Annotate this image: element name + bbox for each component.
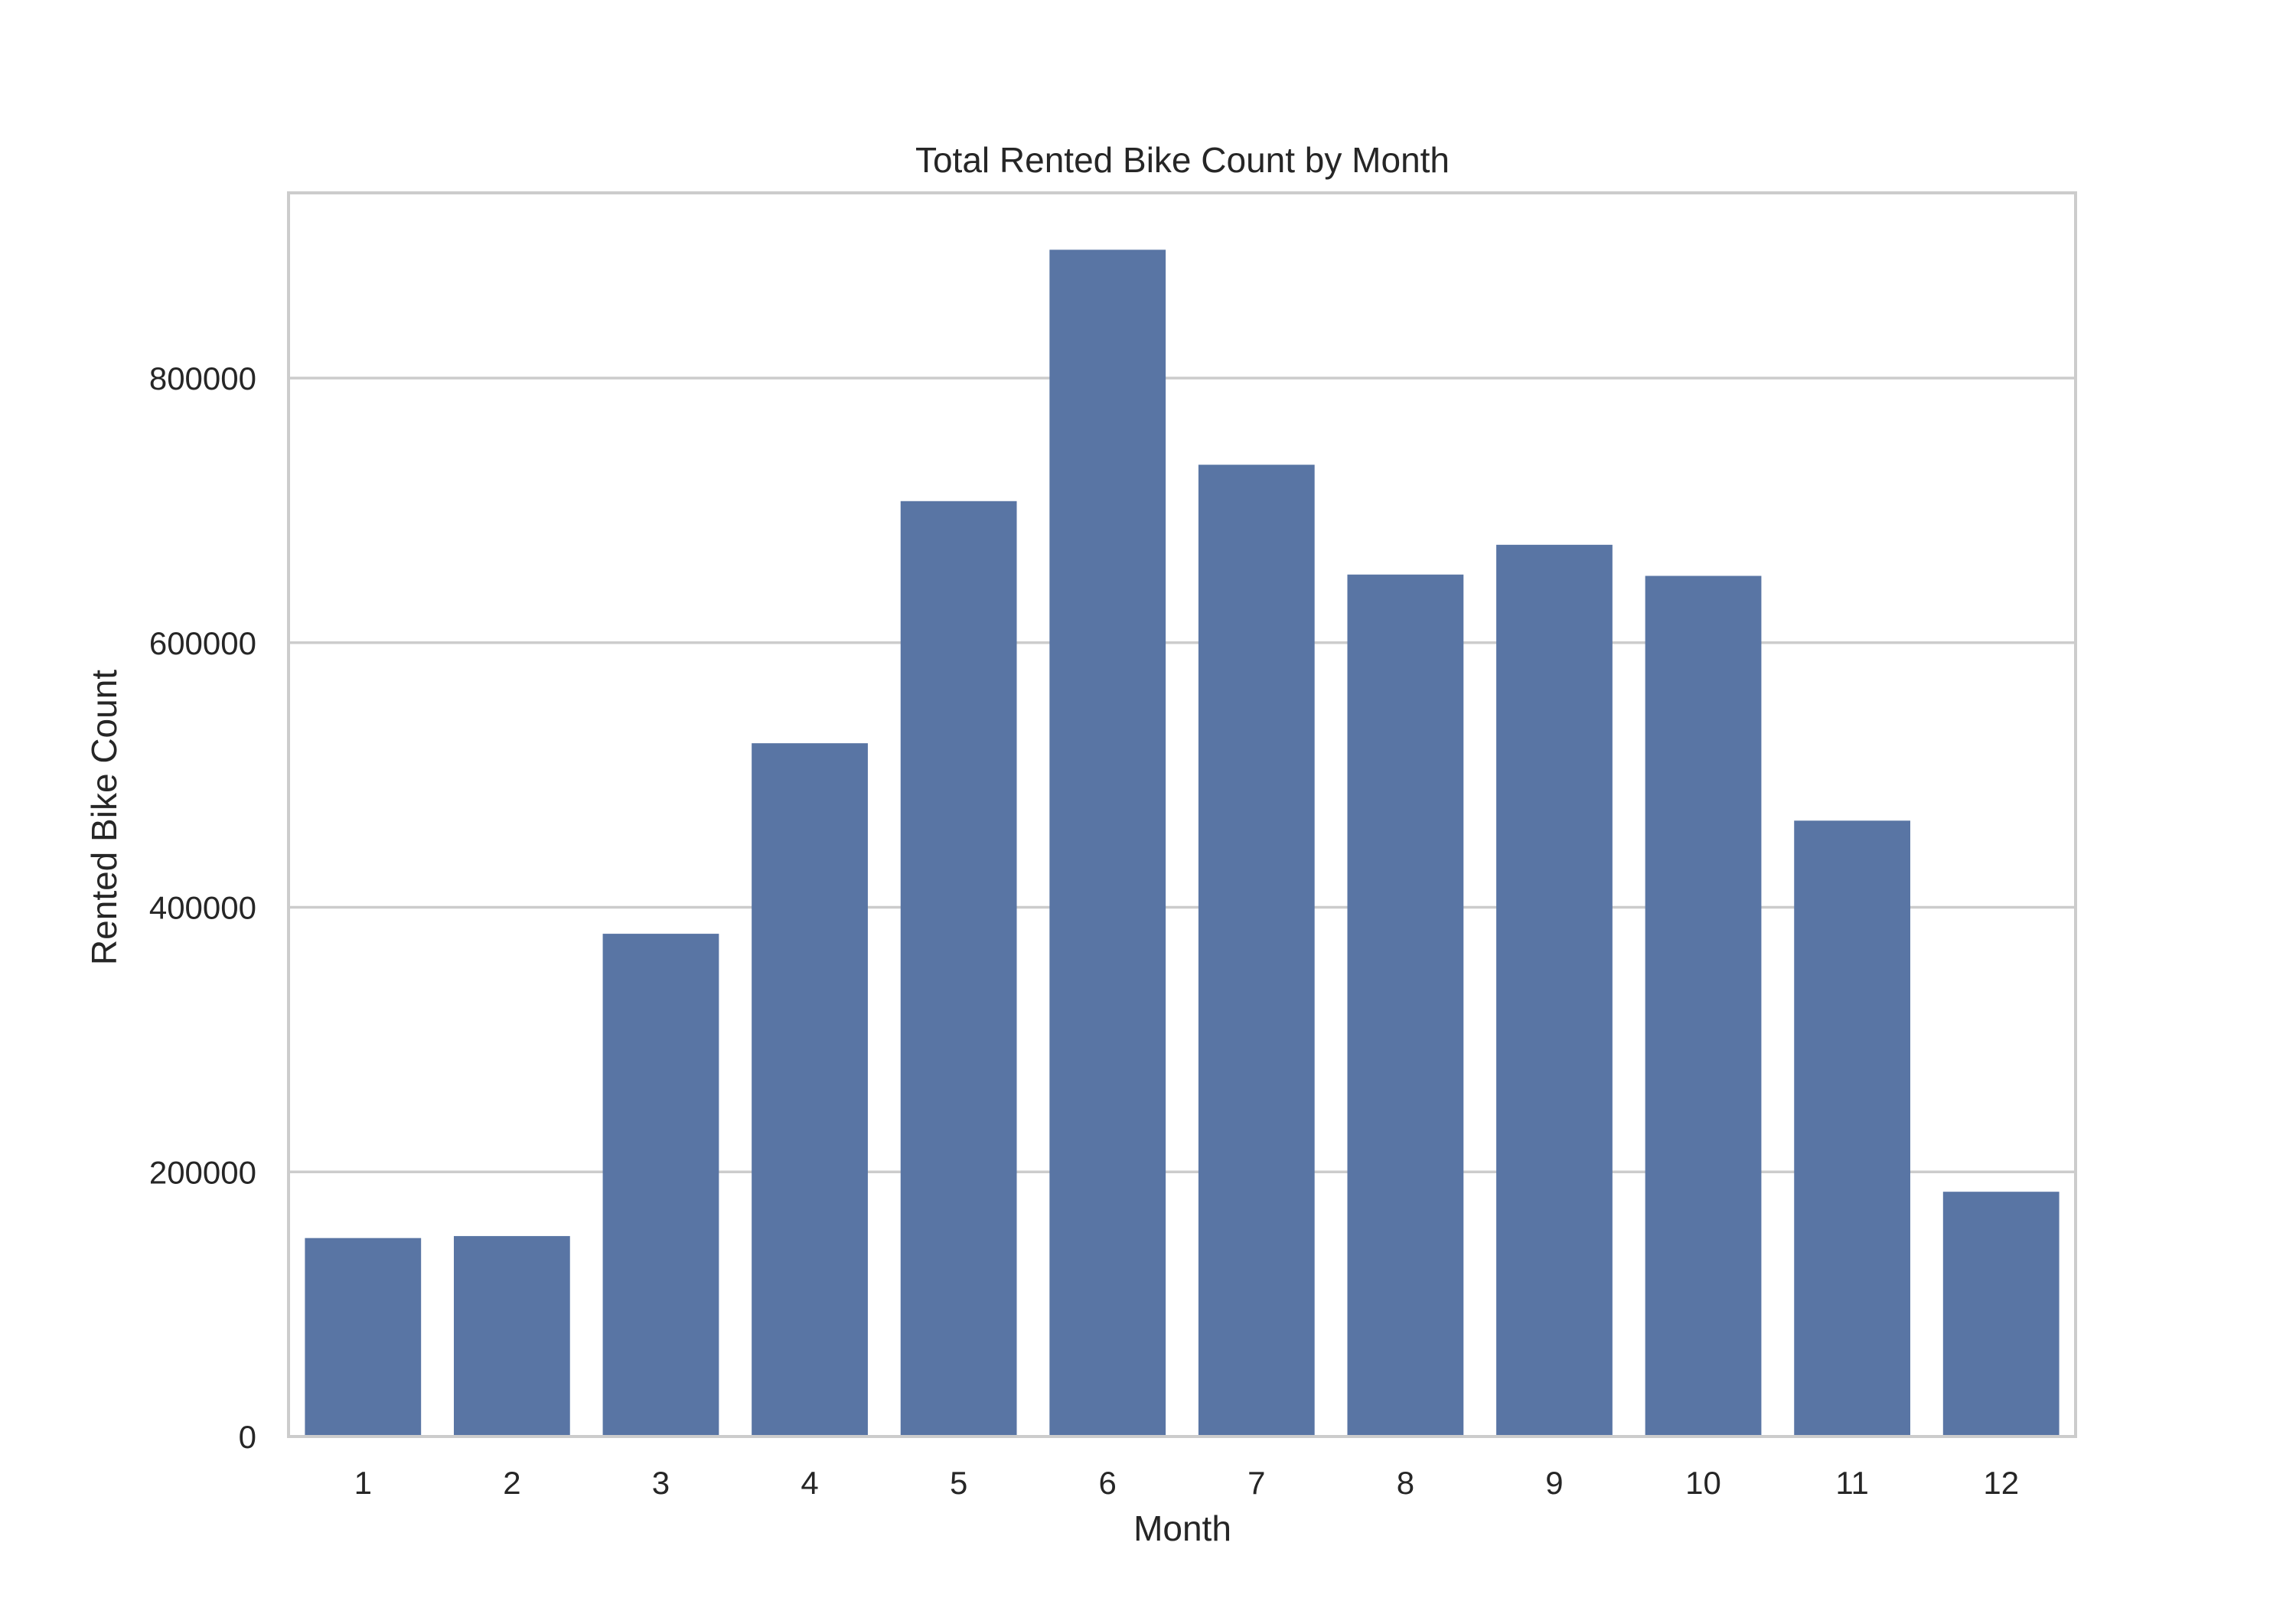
y-tick-label: 0 (239, 1419, 256, 1455)
x-tick-labels: 1 2 3 4 5 6 7 8 9 10 11 12 (354, 1465, 2019, 1501)
y-tick-label: 200000 (149, 1154, 256, 1190)
bars (305, 249, 2060, 1437)
bar-month-7 (1198, 465, 1315, 1437)
bar-month-4 (752, 743, 868, 1437)
plot-frame (287, 191, 2077, 1438)
y-tick-label: 400000 (149, 890, 256, 926)
bar-month-6 (1049, 249, 1166, 1437)
bar-month-9 (1496, 544, 1613, 1437)
x-tick-label: 5 (950, 1465, 967, 1501)
x-tick-label: 4 (801, 1465, 818, 1501)
x-axis-label: Month (1133, 1508, 1231, 1548)
y-tick-labels: 0 200000 400000 600000 800000 (149, 360, 256, 1455)
bar-month-8 (1347, 574, 1464, 1437)
x-tick-label: 2 (503, 1465, 520, 1501)
x-tick-label: 3 (652, 1465, 670, 1501)
gridlines (289, 377, 2076, 1174)
x-tick-label: 6 (1099, 1465, 1117, 1501)
bar-month-11 (1794, 820, 1911, 1437)
bar-month-2 (453, 1236, 570, 1437)
x-tick-label: 7 (1247, 1465, 1265, 1501)
chart-title: Total Rented Bike Count by Month (915, 140, 1450, 180)
x-tick-label: 1 (354, 1465, 372, 1501)
x-tick-label: 10 (1685, 1465, 1721, 1501)
bar-month-5 (900, 501, 1017, 1437)
x-tick-label: 9 (1545, 1465, 1563, 1501)
y-tick-label: 600000 (149, 625, 256, 661)
bar-month-12 (1942, 1192, 2060, 1437)
bar-month-1 (305, 1238, 422, 1437)
x-tick-label: 8 (1397, 1465, 1414, 1501)
bar-month-3 (602, 934, 719, 1437)
y-tick-label: 800000 (149, 360, 256, 396)
y-axis-label: Rented Bike Count (84, 670, 124, 965)
x-tick-label: 12 (1983, 1465, 2019, 1501)
x-tick-label: 11 (1835, 1465, 1869, 1501)
bar-month-10 (1645, 576, 1762, 1437)
